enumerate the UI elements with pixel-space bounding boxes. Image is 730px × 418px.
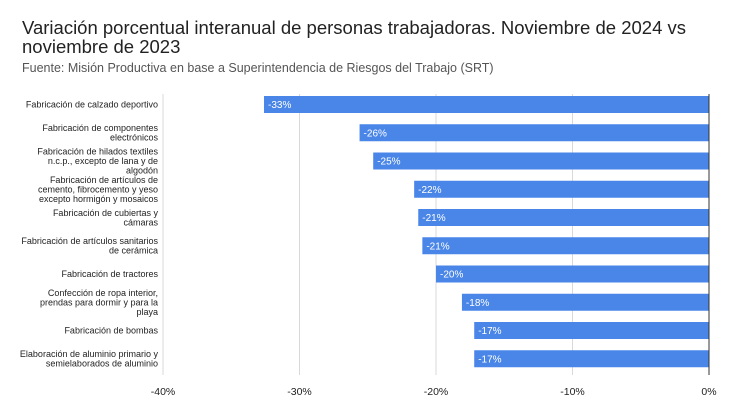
x-tick-label: -40% [151,386,176,398]
data-label: -17% [478,354,501,365]
chart-title: Variación porcentual interanual de perso… [22,17,687,57]
category-label: Elaboración de aluminio primario y semiel… [20,349,159,369]
bar [359,124,709,142]
data-label: -21% [426,241,449,252]
data-label: -21% [422,213,445,224]
x-tick-label: -10% [560,386,585,398]
category-label: Fabricación de artículos de cemento, fibr… [38,175,159,204]
data-label: -17% [478,326,501,337]
category-label: Fabricación de hilados textiles n.c.p., e… [37,147,158,176]
x-tick-label: -30% [287,386,312,398]
bar [418,209,709,226]
category-label: Fabricación de calzado deportivo [26,100,158,110]
bar [436,265,709,283]
category-label: Fabricación de bombas [64,326,158,336]
data-label: -18% [466,298,489,309]
x-tick-label: 0% [701,386,716,398]
data-label: -26% [364,128,387,139]
bar [461,293,709,311]
x-tick-label: -20% [424,386,449,398]
bar [264,96,709,113]
category-label: Fabricación de tractores [61,269,158,279]
chart-subtitle: Fuente: Misión Productiva en base a Supe… [22,61,494,75]
data-label: -25% [377,157,400,168]
bar [474,350,709,368]
bar [414,180,709,198]
category-label: Confección de ropa interior, prendas para… [40,288,158,317]
category-label: Fabricación de artículos sanitarios de ce… [21,236,158,256]
category-label: Fabricación de cubiertas y cámaras [53,208,159,228]
bar [474,322,709,339]
bar [422,237,709,255]
data-label: -33% [268,100,291,111]
data-label: -20% [440,270,463,281]
category-label: Fabricación de componentes electrónicos [42,123,158,143]
data-label: -22% [418,185,441,196]
bar [373,152,709,170]
